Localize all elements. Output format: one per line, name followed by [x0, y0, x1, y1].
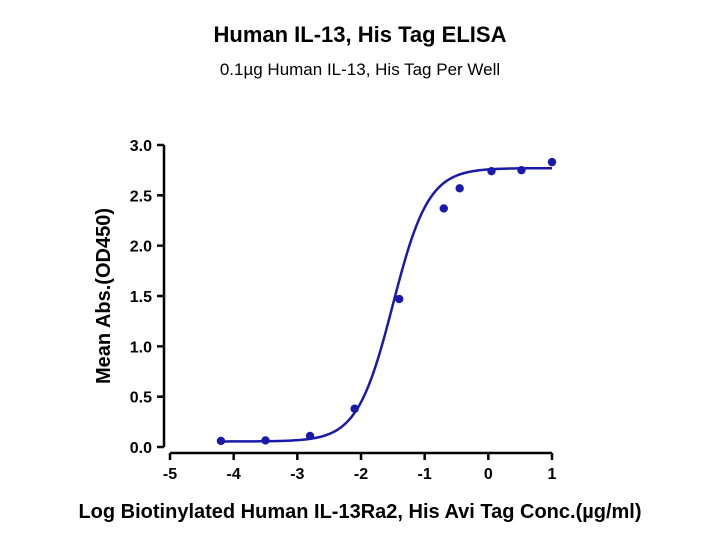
y-axis-title: Mean Abs.(OD450) — [93, 208, 115, 384]
fit-curve-layer — [220, 166, 552, 443]
axes: 0.0 0.5 1.0 1.5 2.0 2.5 3.0 -5 -4 -3 -2 -1 0 1 — [130, 138, 557, 483]
data-point — [305, 431, 315, 441]
y-tick-label: 3.0 — [130, 138, 152, 155]
x-tick-label: -2 — [354, 466, 368, 483]
y-tick-label: 0.0 — [130, 440, 152, 457]
data-points-layer — [216, 157, 557, 446]
x-tick-label: -5 — [163, 466, 177, 483]
data-point — [261, 436, 270, 445]
chart-subtitle: 0.1µg Human IL-13, His Tag Per Well — [219, 60, 501, 79]
x-tick-label: -4 — [227, 466, 241, 483]
data-point — [439, 204, 448, 213]
data-point — [216, 436, 226, 446]
data-point — [455, 184, 464, 193]
y-tick-label: 1.5 — [130, 289, 152, 306]
x-tick-label: 0 — [484, 466, 493, 483]
x-tick-label: 1 — [548, 466, 557, 483]
x-axis-title: Log Biotinylated Human IL-13Ra2, His Avi… — [78, 501, 641, 523]
y-tick-label: 1.0 — [130, 339, 152, 356]
data-point — [547, 157, 557, 167]
y-tick-label: 2.5 — [130, 188, 152, 205]
data-point — [350, 404, 359, 413]
data-point — [395, 294, 404, 304]
x-tick-label: -3 — [290, 466, 304, 483]
chart-title: Human IL-13, His Tag ELISA — [213, 22, 507, 47]
x-tick-label: -1 — [418, 466, 432, 483]
data-point — [487, 166, 496, 176]
y-tick-label: 0.5 — [130, 390, 152, 407]
fit-curve — [220, 166, 552, 443]
y-tick-label: 2.0 — [130, 239, 152, 256]
data-point — [517, 165, 526, 175]
